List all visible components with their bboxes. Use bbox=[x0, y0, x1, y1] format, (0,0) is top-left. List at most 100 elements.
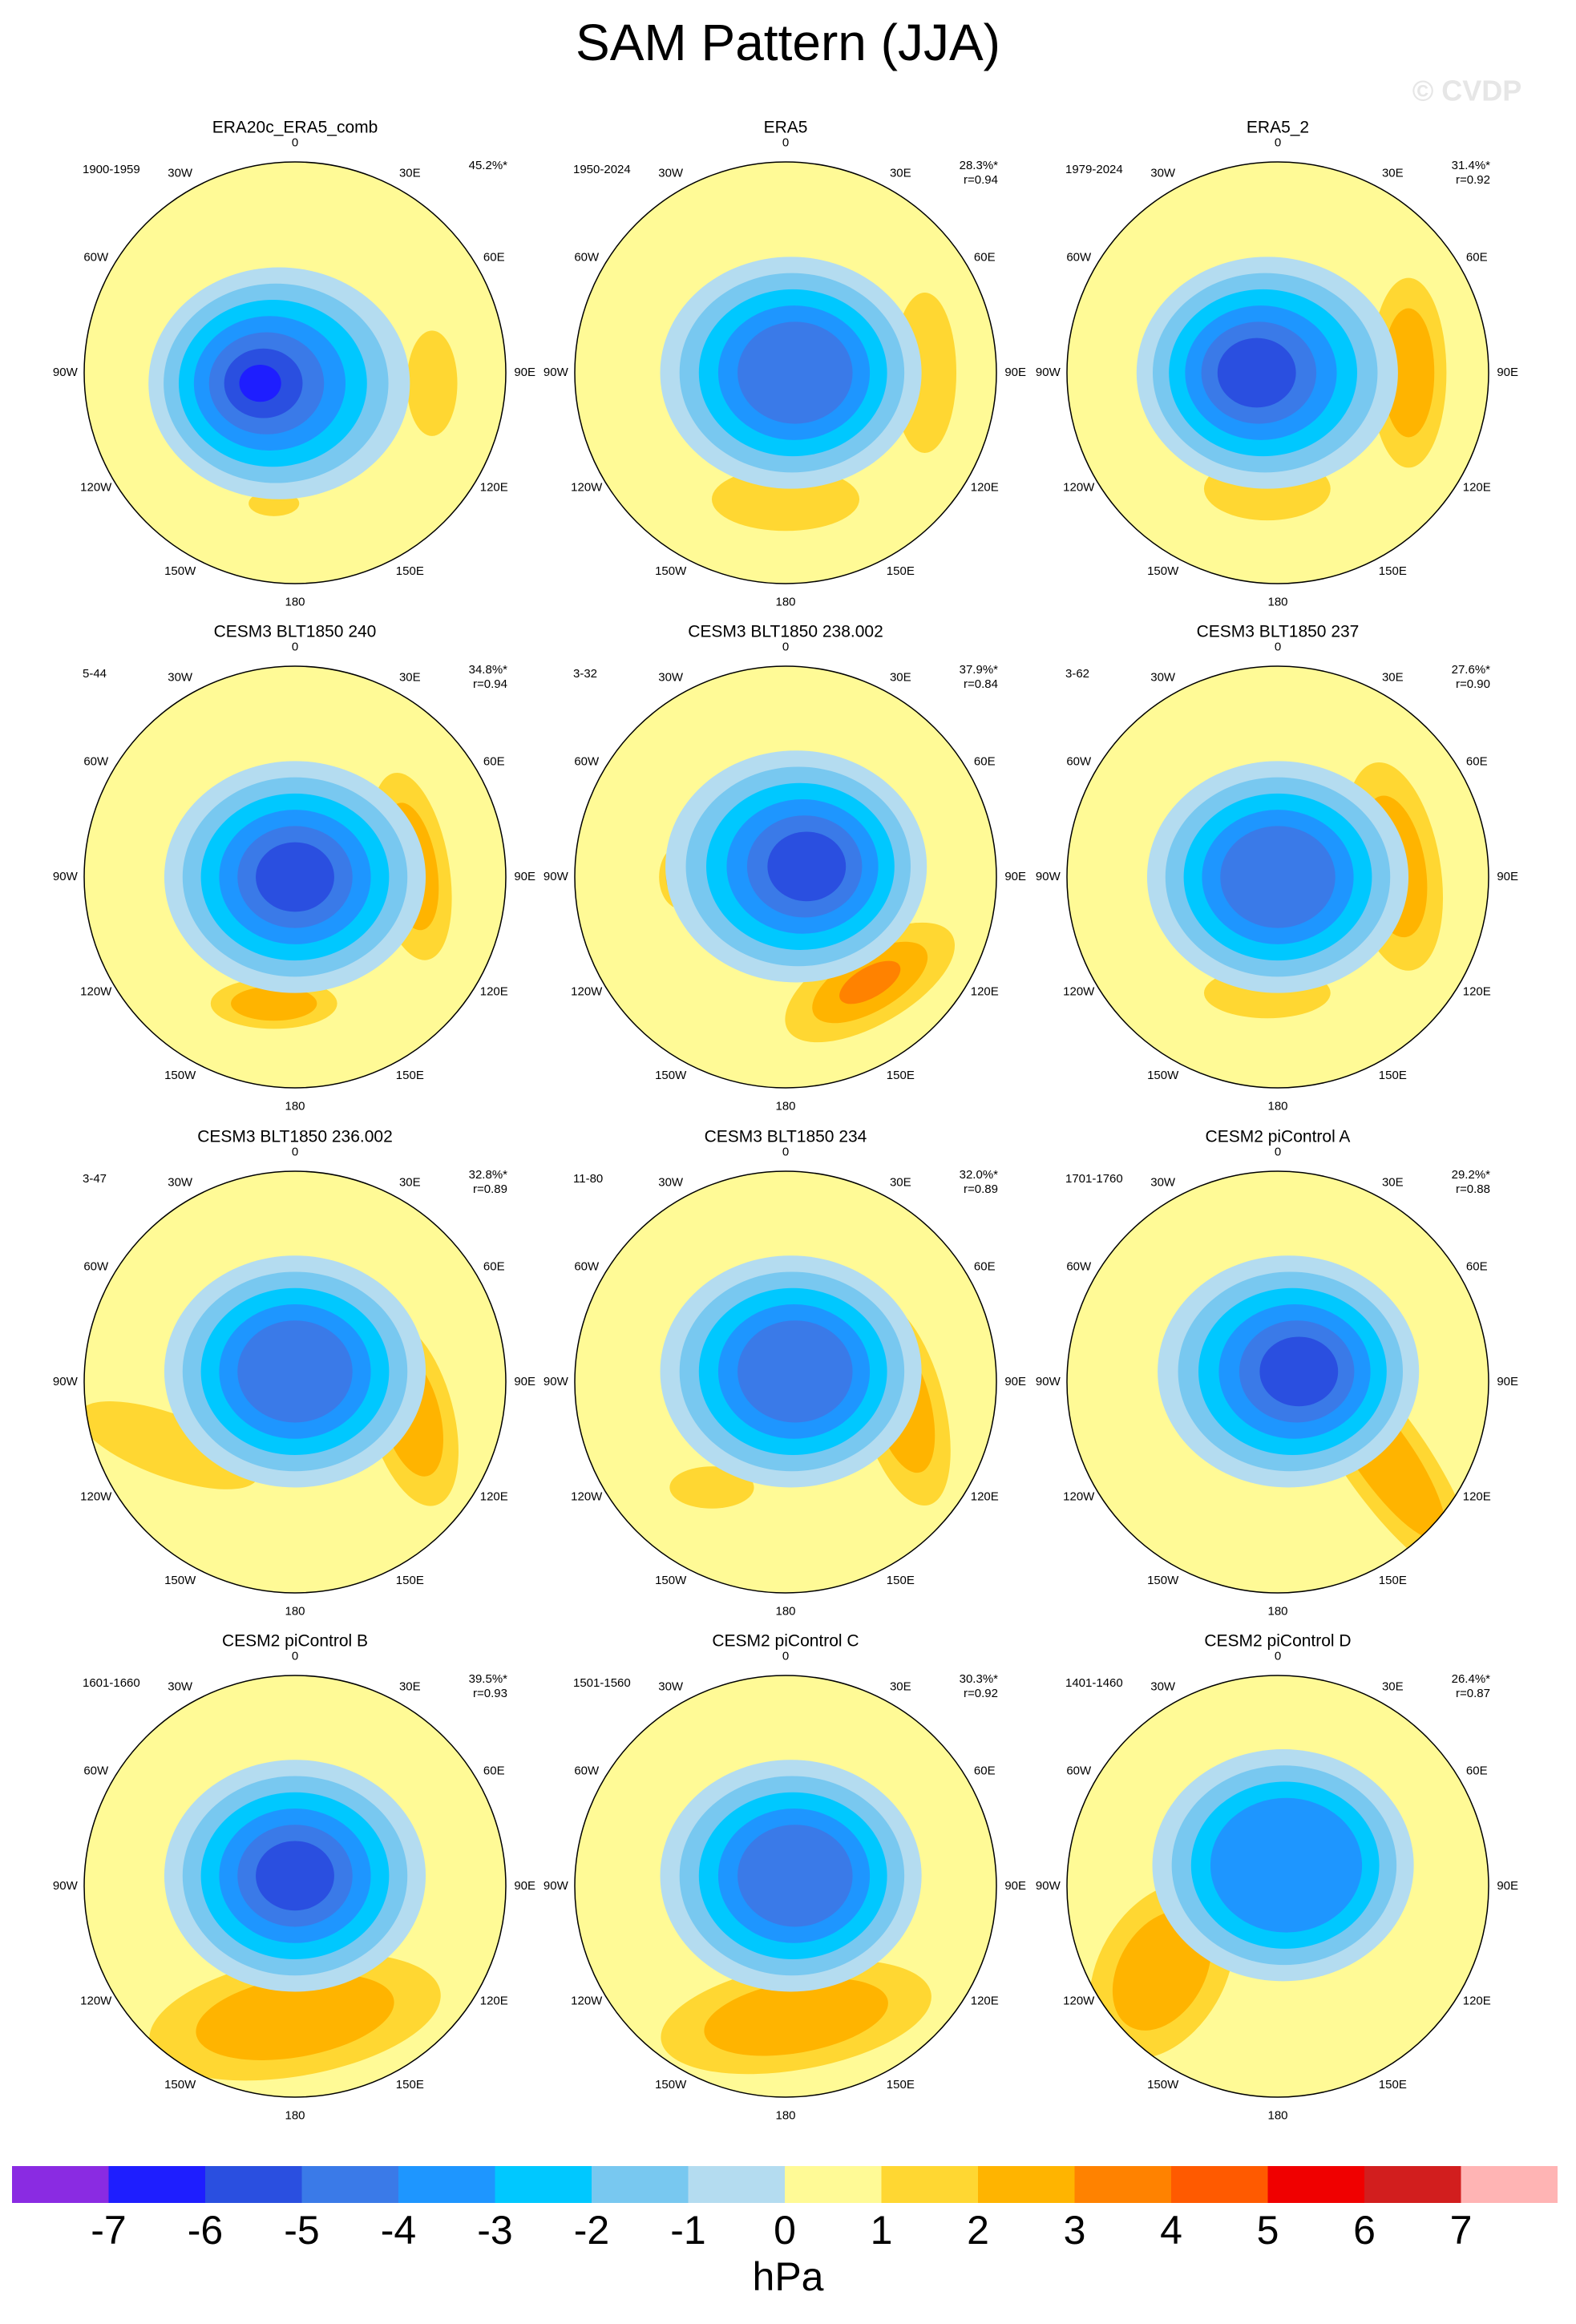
lon-label: 60W bbox=[574, 1764, 600, 1778]
panel-title: ERA5_2 bbox=[1247, 119, 1309, 137]
colorbar-tick-label: 7 bbox=[1450, 2208, 1473, 2253]
lon-label: 120W bbox=[1063, 1489, 1095, 1503]
lon-label: 30E bbox=[890, 1176, 911, 1190]
panel-title: CESM2 piControl D bbox=[1204, 1632, 1351, 1651]
colorbar-tick-label: 0 bbox=[774, 2208, 796, 2253]
negative-contour bbox=[767, 831, 847, 902]
panel-period: 1950-2024 bbox=[573, 163, 631, 176]
lon-label: 90W bbox=[53, 366, 79, 379]
lon-label: 30E bbox=[399, 167, 421, 180]
lon-label: 120E bbox=[1463, 1489, 1491, 1503]
lon-label: 0 bbox=[1275, 640, 1281, 653]
colorbar-tick-label: -4 bbox=[381, 2208, 416, 2253]
colorbar-box bbox=[1461, 2166, 1558, 2203]
lon-label: 30E bbox=[399, 1176, 421, 1190]
lon-label: 180 bbox=[285, 2109, 305, 2123]
lon-label: 90W bbox=[544, 870, 569, 883]
colorbar-box bbox=[1171, 2166, 1268, 2203]
lon-label: 30W bbox=[658, 1176, 684, 1190]
lon-label: 90W bbox=[544, 1879, 569, 1893]
lon-label: 150E bbox=[887, 564, 915, 578]
panel-variance: 29.2%* bbox=[1452, 1168, 1491, 1182]
lon-label: 120W bbox=[80, 1994, 112, 2007]
lon-label: 30E bbox=[1382, 167, 1404, 180]
panel-period: 1601-1660 bbox=[83, 1676, 140, 1690]
colorbar-box bbox=[688, 2166, 785, 2203]
negative-contour bbox=[237, 1320, 353, 1423]
lon-label: 0 bbox=[292, 640, 298, 653]
panel-period: 1401-1460 bbox=[1065, 1676, 1123, 1690]
panel-period: 5-44 bbox=[83, 667, 107, 681]
lon-label: 30W bbox=[168, 1680, 193, 1694]
lon-label: 30W bbox=[168, 671, 193, 685]
lon-label: 120W bbox=[1063, 984, 1095, 998]
panel-title: CESM3 BLT1850 237 bbox=[1197, 623, 1360, 641]
lon-label: 120W bbox=[571, 984, 603, 998]
negative-contour bbox=[737, 1825, 853, 1927]
panel-correlation: r=0.90 bbox=[1456, 677, 1490, 691]
colorbar-box bbox=[785, 2166, 882, 2203]
lon-label: 30W bbox=[658, 671, 684, 685]
lon-label: 60W bbox=[1066, 1260, 1092, 1274]
lon-label: 90E bbox=[1004, 870, 1026, 883]
map-panel: 0 30E 60E 90E 120E 150E 180 150W 120W 90W 60W 30W CE… bbox=[544, 1632, 1026, 2123]
lon-label: 120E bbox=[971, 1994, 999, 2007]
map-border bbox=[574, 1675, 997, 2098]
lon-label: 180 bbox=[775, 596, 795, 609]
lon-label: 120E bbox=[480, 984, 508, 998]
lon-label: 120W bbox=[1063, 480, 1095, 494]
lon-label: 90W bbox=[53, 1879, 79, 1893]
lon-label: 120W bbox=[571, 480, 603, 494]
lon-label: 120W bbox=[80, 984, 112, 998]
lon-label: 150E bbox=[887, 1574, 915, 1587]
lon-label: 30W bbox=[1150, 1176, 1176, 1190]
lon-label: 60E bbox=[483, 1260, 505, 1274]
lon-label: 90W bbox=[1036, 1879, 1061, 1893]
colorbar-box bbox=[1364, 2166, 1461, 2203]
map-panel: 0 30E 60E 90E 120E 150E 180 150W 120W 90W 60W 30W CE… bbox=[53, 623, 535, 1113]
lon-label: 0 bbox=[782, 1649, 789, 1663]
map-panel: 0 30E 60E 90E 120E 150E 180 150W 120W 90W 60W 30W ER… bbox=[544, 119, 1026, 609]
positive-contour bbox=[1382, 308, 1435, 438]
positive-contour bbox=[84, 1401, 259, 1489]
lon-label: 120W bbox=[80, 1489, 112, 1503]
map-panel: 0 30E 60E 90E 120E 150E 180 150W 120W 90W 60W 30W CE… bbox=[1036, 1128, 1518, 1619]
lon-label: 120E bbox=[1463, 1994, 1491, 2007]
lon-label: 180 bbox=[1267, 1605, 1287, 1619]
colorbar-box bbox=[398, 2166, 495, 2203]
negative-contour bbox=[1217, 337, 1296, 408]
lon-label: 150W bbox=[655, 1069, 687, 1082]
field bbox=[575, 162, 996, 584]
lon-label: 150W bbox=[1147, 1574, 1179, 1587]
lon-label: 90E bbox=[514, 1879, 535, 1893]
field bbox=[1067, 162, 1489, 584]
field bbox=[575, 1171, 996, 1593]
panel-correlation: r=0.89 bbox=[473, 1182, 507, 1196]
panel-title: CESM3 BLT1850 240 bbox=[214, 623, 377, 641]
field bbox=[1067, 666, 1489, 1088]
panel-period: 3-32 bbox=[573, 667, 597, 681]
map-panel: 0 30E 60E 90E 120E 150E 180 150W 120W 90W 60W 30W CE… bbox=[544, 623, 1026, 1113]
lon-label: 90E bbox=[1004, 1879, 1026, 1893]
lon-label: 30E bbox=[1382, 671, 1404, 685]
lon-label: 60E bbox=[483, 251, 505, 265]
lon-label: 60W bbox=[83, 1260, 109, 1274]
panel-correlation: r=0.89 bbox=[964, 1182, 998, 1196]
lon-label: 150E bbox=[396, 1069, 424, 1082]
lon-label: 120E bbox=[971, 1489, 999, 1503]
lon-label: 150W bbox=[164, 2078, 196, 2092]
lon-label: 90E bbox=[1497, 1375, 1518, 1388]
lon-label: 150E bbox=[1379, 1574, 1407, 1587]
negative-contour bbox=[1220, 826, 1336, 928]
panel-period: 3-62 bbox=[1065, 667, 1089, 681]
panel-variance: 32.8%* bbox=[469, 1168, 508, 1182]
lon-label: 60E bbox=[974, 251, 996, 265]
panel-period: 3-47 bbox=[83, 1172, 107, 1186]
map-panel: 0 30E 60E 90E 120E 150E 180 150W 120W 90W 60W 30W CE… bbox=[1036, 623, 1518, 1113]
panel-period: 1979-2024 bbox=[1065, 163, 1123, 176]
map-border bbox=[83, 161, 507, 584]
lon-label: 90W bbox=[1036, 1375, 1061, 1388]
colorbar-tick-label: -5 bbox=[284, 2208, 319, 2253]
map-panel: 0 30E 60E 90E 120E 150E 180 150W 120W 90W 60W 30W CE… bbox=[53, 1128, 535, 1619]
lon-label: 90E bbox=[1497, 870, 1518, 883]
